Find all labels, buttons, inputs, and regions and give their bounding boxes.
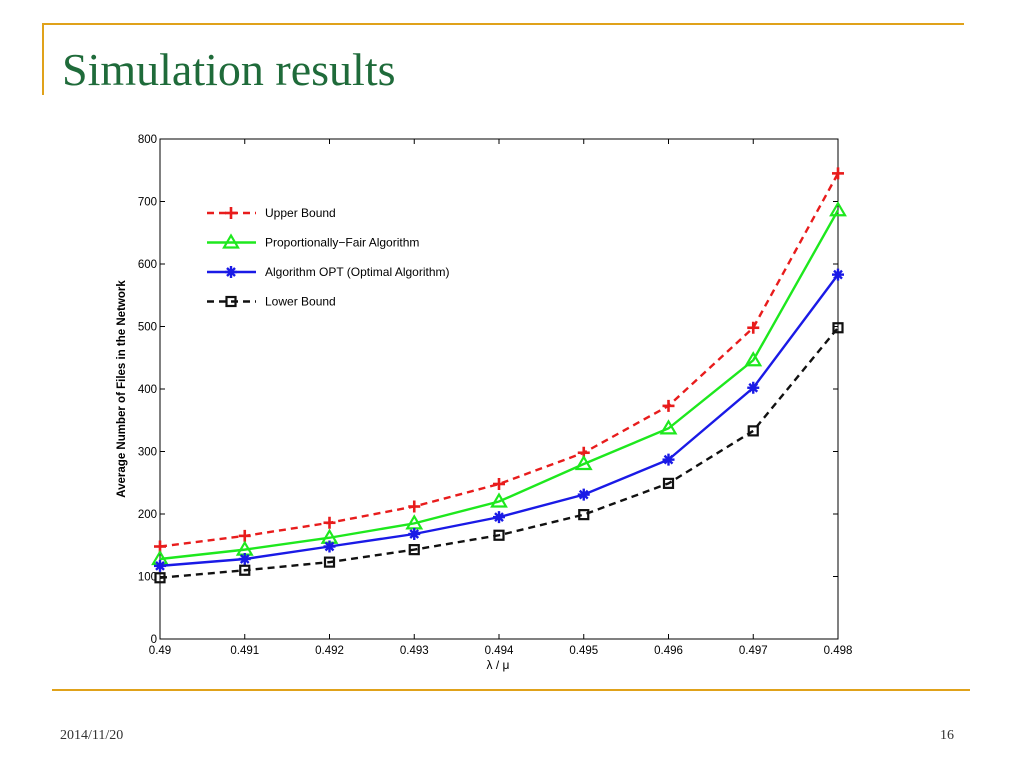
data-point-algorithm-opt: [662, 453, 675, 466]
data-point-algorithm-opt: [154, 559, 166, 572]
legend-marker: [225, 266, 237, 278]
legend-label: Proportionally−Fair Algorithm: [265, 236, 419, 250]
series-lower-bound: [154, 322, 844, 584]
x-tick-label: 0.498: [824, 645, 853, 657]
chart-series-group: [151, 167, 847, 584]
series-proportionally-fair: [151, 201, 847, 566]
data-point-algorithm-opt: [493, 511, 505, 524]
title-rule-left: [42, 23, 44, 95]
data-point-lower-bound: [662, 477, 675, 489]
data-point-lower-bound: [747, 425, 759, 437]
y-tick-label: 200: [138, 509, 157, 521]
data-point-upper-bound: [662, 399, 675, 412]
title-rule-top: [42, 23, 964, 25]
x-tick-label: 0.495: [569, 645, 598, 657]
data-point-upper-bound: [408, 500, 421, 513]
axis-ticks: 0.49 0.491 0.492 0.493 0.494 0.495 0.496 0.497 0…: [138, 134, 853, 657]
series-line-upper-bound: [159, 172, 840, 548]
legend-label: Algorithm OPT (Optimal Algorithm): [265, 265, 450, 279]
legend-label: Lower Bound: [265, 295, 336, 309]
series-upper-bound: [154, 167, 844, 553]
data-point-proportionally-fair: [744, 351, 763, 367]
data-point-upper-bound: [832, 167, 844, 180]
legend-item-algorithm-opt: Algorithm OPT (Optimal Algorithm): [207, 265, 450, 279]
series-algorithm-opt: [154, 268, 844, 572]
x-tick-label: 0.492: [315, 645, 344, 657]
x-tick-label: 0.494: [485, 645, 514, 657]
x-tick-label: 0.496: [654, 645, 683, 657]
data-point-upper-bound: [323, 516, 336, 529]
data-point-upper-bound: [747, 321, 760, 334]
legend-item-upper-bound: Upper Bound: [207, 206, 336, 220]
y-tick-label: 700: [138, 197, 157, 209]
y-tick-label: 100: [138, 572, 157, 584]
data-point-proportionally-fair: [490, 492, 508, 508]
data-point-proportionally-fair: [574, 454, 593, 471]
data-point-algorithm-opt: [747, 381, 760, 394]
data-point-lower-bound: [408, 544, 420, 556]
y-tick-label: 0: [151, 634, 157, 646]
x-axis-label: λ / μ: [487, 658, 510, 672]
x-tick-label: 0.497: [739, 645, 768, 657]
data-point-algorithm-opt: [408, 528, 421, 540]
y-tick-label: 500: [138, 322, 157, 334]
x-tick-label: 0.491: [230, 645, 259, 657]
data-point-lower-bound: [493, 529, 505, 541]
data-point-algorithm-opt: [832, 268, 844, 281]
series-line-lower-bound: [159, 326, 839, 579]
legend-marker: [222, 233, 240, 249]
y-axis-label: Average Number of Files in the Network: [116, 280, 128, 498]
data-point-algorithm-opt: [577, 488, 590, 501]
x-tick-label: 0.493: [400, 645, 429, 657]
data-point-proportionally-fair: [659, 419, 678, 435]
data-point-lower-bound: [154, 572, 166, 584]
y-tick-label: 600: [138, 259, 157, 271]
data-point-upper-bound: [238, 529, 251, 542]
page-number: 16: [940, 728, 954, 743]
data-point-lower-bound: [323, 556, 336, 568]
data-point-algorithm-opt: [238, 553, 251, 565]
legend-marker: [225, 295, 237, 308]
legend-item-lower-bound: Lower Bound: [207, 295, 336, 309]
x-tick-label: 0.49: [149, 645, 171, 657]
footer-rule: [52, 689, 970, 691]
data-point-lower-bound: [832, 322, 844, 334]
slide-title: Simulation results: [62, 44, 396, 95]
chart-legend: Upper Bound Proportionally−Fair Algorithm…: [207, 206, 450, 309]
plot-frame: [159, 138, 839, 640]
footer-date: 2014/11/20: [60, 728, 124, 743]
data-point-lower-bound: [239, 564, 251, 576]
legend-item-proportionally-fair: Proportionally−Fair Algorithm: [207, 233, 419, 250]
y-tick-label: 800: [138, 134, 157, 146]
data-point-lower-bound: [578, 509, 590, 521]
legend-marker: [225, 207, 237, 219]
data-point-algorithm-opt: [323, 540, 336, 553]
y-tick-label: 300: [138, 447, 157, 459]
legend-label: Upper Bound: [265, 206, 336, 220]
y-tick-label: 400: [138, 384, 157, 396]
series-line-proportionally-fair: [159, 209, 840, 561]
data-point-upper-bound: [493, 478, 505, 490]
data-point-proportionally-fair: [829, 201, 847, 217]
plot-area: [159, 138, 839, 640]
